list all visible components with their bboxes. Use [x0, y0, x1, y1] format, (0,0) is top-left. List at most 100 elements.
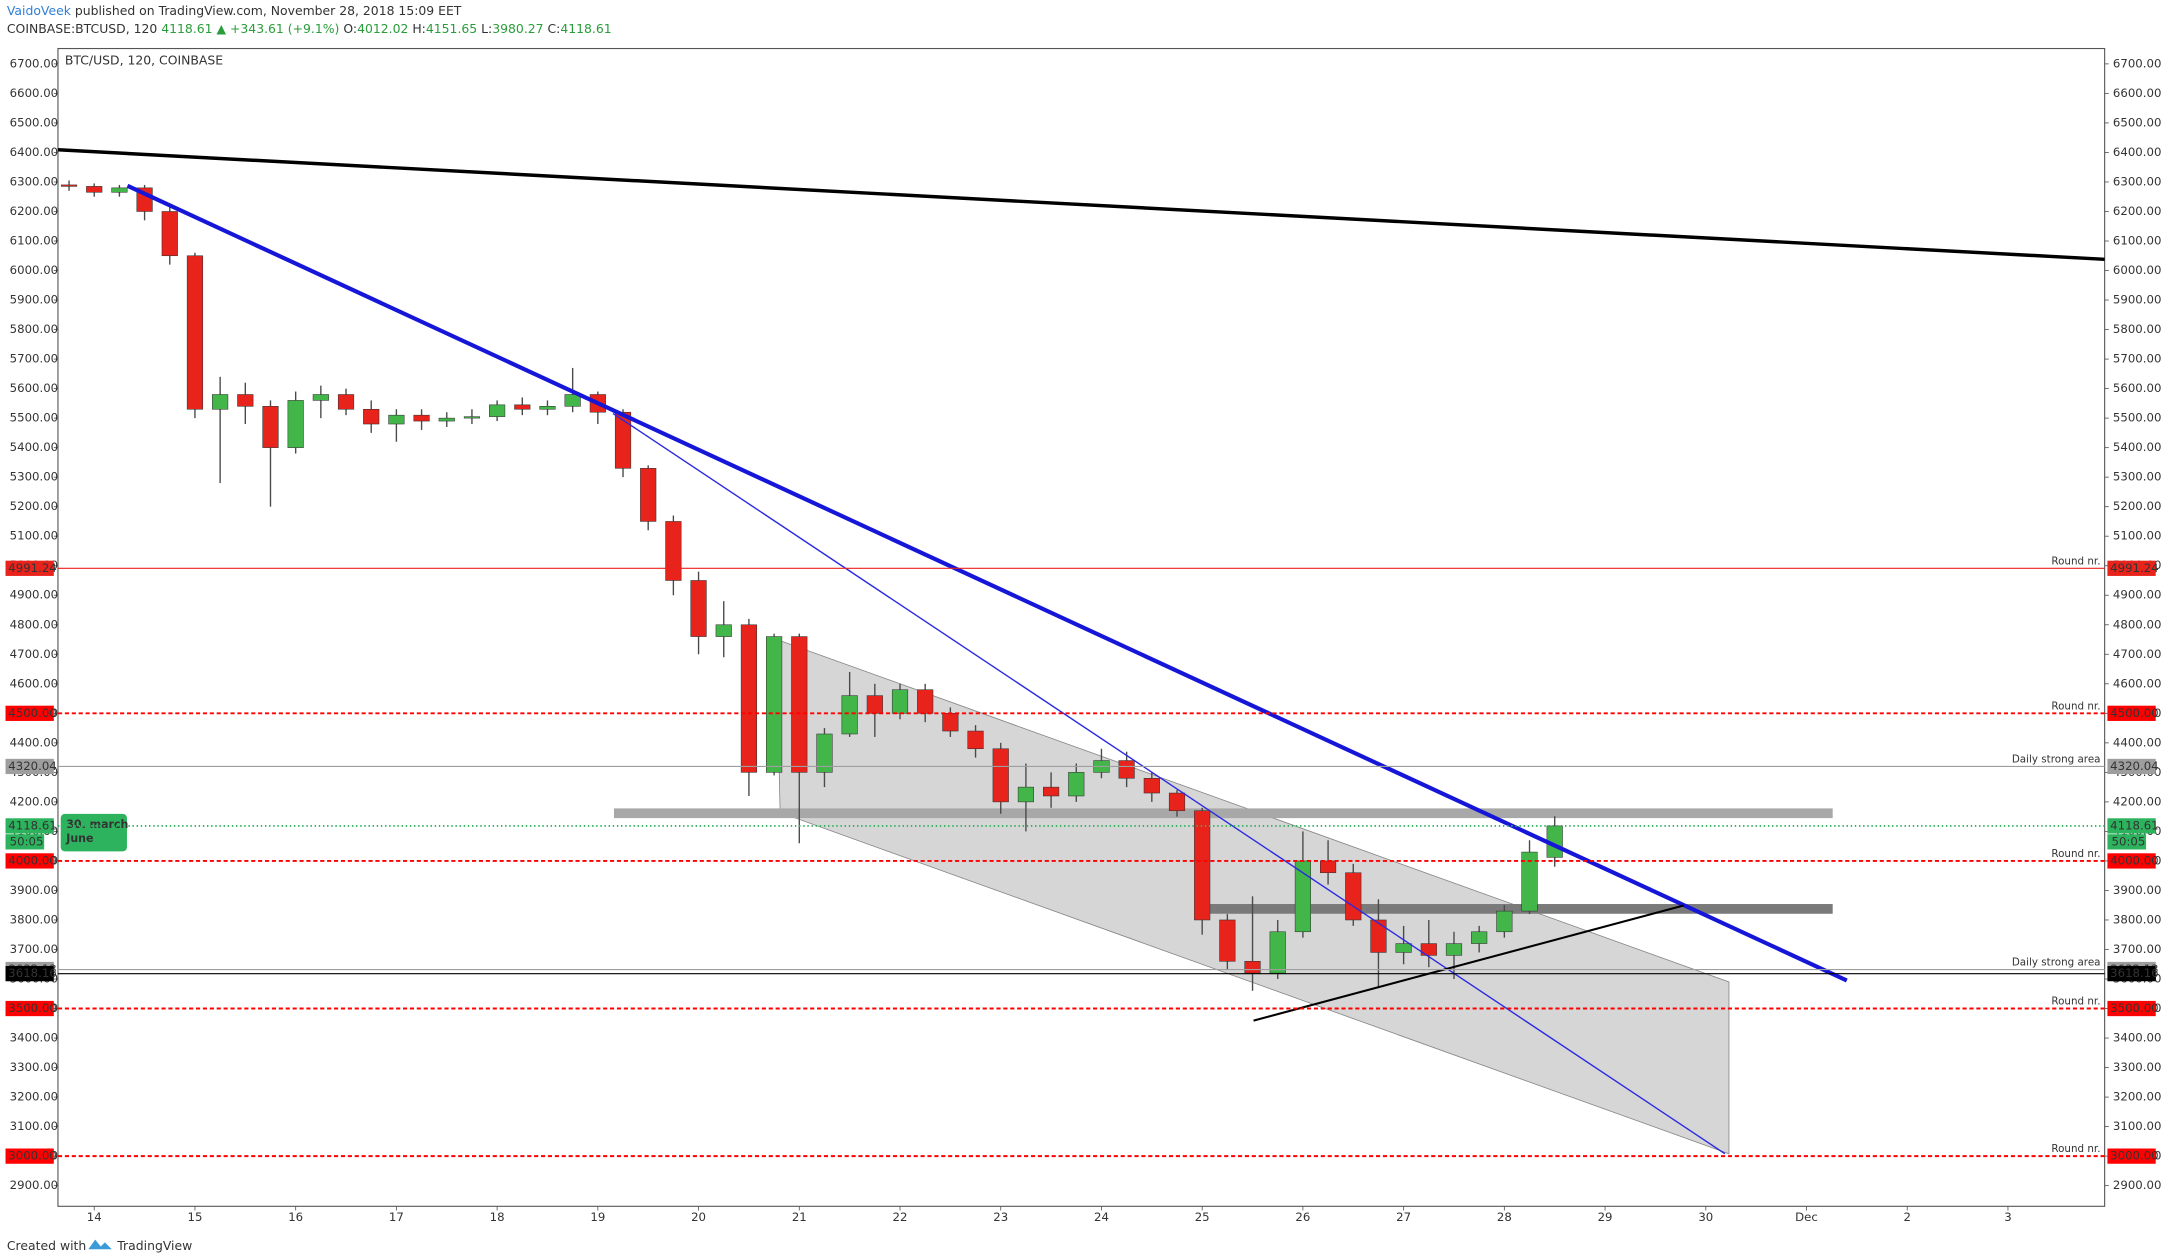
x-tick-label: 20 [691, 1210, 706, 1224]
y-tick-label: 5400.00 [10, 440, 58, 454]
y-tick-label: 3700.00 [10, 942, 58, 956]
candle-body [1068, 772, 1085, 797]
candle-body [640, 468, 657, 522]
y-tick-label: 3900.00 [10, 883, 58, 897]
candle-body [564, 394, 581, 407]
y-tick-label: 5700.00 [2113, 352, 2161, 366]
y-tick-label: 5900.00 [2113, 293, 2161, 307]
candle-body [1194, 810, 1211, 921]
candle-body [86, 186, 103, 193]
footer-brand[interactable]: TradingView [116, 1238, 192, 1253]
candle-body [1521, 851, 1538, 912]
trend-line [126, 183, 1848, 983]
x-tick-label: 16 [288, 1210, 303, 1224]
y-tick-label: 3200.00 [2113, 1090, 2161, 1104]
level-note: Round nr. [2051, 848, 2100, 860]
y-tick-label: 3300.00 [2113, 1060, 2161, 1074]
x-tick-label: 17 [389, 1210, 404, 1224]
price-label-box [5, 853, 54, 869]
y-tick-label: 4200.00 [2113, 794, 2161, 808]
candle-body [841, 695, 858, 735]
level-note: Round nr. [2051, 700, 2100, 712]
candle-body [1445, 943, 1463, 956]
candle-body [1269, 931, 1286, 974]
y-tick-label: 5300.00 [2113, 470, 2161, 484]
ohlc-label: C: [548, 21, 561, 36]
countdown: 50:05 [2112, 834, 2146, 848]
y-tick-label: 5500.00 [10, 411, 58, 425]
price-label-box [5, 966, 54, 982]
author-link[interactable]: VaidoVeek [7, 3, 72, 18]
y-tick-label: 5800.00 [10, 322, 58, 336]
y-tick-label: 6200.00 [2113, 204, 2161, 218]
candle-body [438, 417, 455, 422]
x-tick-label: 2 [1904, 1210, 1911, 1224]
y-tick-label: 5600.00 [10, 381, 58, 395]
candle-body [1370, 919, 1387, 953]
x-tick-label: 21 [792, 1210, 807, 1224]
price-label: 4000.00 [8, 853, 56, 867]
y-tick-label: 5400.00 [2113, 440, 2161, 454]
y-tick-label: 5200.00 [10, 499, 58, 513]
x-tick-label: 22 [893, 1210, 908, 1224]
y-tick-label: 4800.00 [2113, 617, 2161, 631]
candle-body [388, 414, 405, 425]
price-label-box [2107, 758, 2156, 775]
price-label-box [2107, 560, 2156, 576]
price-label: 3000.00 [8, 1149, 56, 1163]
note-box [60, 813, 127, 852]
y-tick-label: 4700.00 [2113, 647, 2161, 661]
candle-body [212, 394, 229, 410]
y-tick-label: 3400.00 [10, 1031, 58, 1045]
candle-body [60, 184, 78, 187]
candle-body [237, 394, 254, 407]
candle-body [1017, 786, 1034, 803]
y-tick-label: 5900.00 [10, 293, 58, 307]
candle-body [287, 400, 304, 448]
candle-body [161, 211, 178, 257]
x-tick-label: 27 [1396, 1210, 1411, 1224]
candle-body [690, 580, 707, 637]
candle-body [363, 408, 380, 425]
y-tick-label: 3800.00 [10, 912, 58, 926]
candle-body [816, 733, 833, 773]
price-label-box [5, 705, 54, 721]
x-tick-label: 18 [490, 1210, 505, 1224]
y-tick-label: 5200.00 [2113, 499, 2161, 513]
y-tick-label: 6100.00 [10, 233, 58, 247]
level-note: Round nr. [2051, 996, 2100, 1008]
y-tick-label: 6600.00 [10, 86, 58, 100]
ohlc-value: 4118.61 [560, 21, 611, 36]
footer-created: Created with [7, 1238, 86, 1253]
note-text: 30. march [66, 818, 128, 831]
candle-body [614, 411, 632, 469]
y-tick-label: 6500.00 [2113, 115, 2161, 129]
ohlc-value: 4012.02 [357, 21, 408, 36]
candle-body [1395, 943, 1412, 953]
candle-body [1143, 777, 1160, 794]
y-tick-label: 4600.00 [10, 676, 58, 690]
candle-body [1319, 860, 1337, 874]
y-tick-label: 6400.00 [2113, 145, 2161, 159]
x-tick-label: 26 [1295, 1210, 1310, 1224]
candle-body [489, 404, 506, 417]
published: published on TradingView.com, November 2… [75, 3, 462, 18]
price-label: 3500.00 [2110, 1001, 2158, 1015]
y-tick-label: 6100.00 [2113, 233, 2161, 247]
price-label: 4320.04 [2110, 759, 2158, 773]
price-label: 3618.16 [8, 966, 56, 980]
header: VaidoVeek published on TradingView.com, … [7, 3, 462, 18]
y-tick-label: 5100.00 [2113, 529, 2161, 543]
y-tick-label: 4400.00 [2113, 735, 2161, 749]
y-tick-label: 3400.00 [2113, 1031, 2161, 1045]
price-label: 4118.61 [8, 818, 56, 832]
trend-line [57, 148, 2105, 262]
y-tick-label: 6300.00 [2113, 174, 2161, 188]
y-tick-label: 4700.00 [10, 647, 58, 661]
symbol: COINBASE:BTCUSD, 120 [7, 21, 157, 36]
countdown: 50:05 [10, 834, 44, 848]
countdown-box [5, 834, 45, 850]
y-tick-label: 4400.00 [10, 735, 58, 749]
x-tick-label: 30 [1698, 1210, 1713, 1224]
price-label: 4500.00 [2110, 706, 2158, 720]
